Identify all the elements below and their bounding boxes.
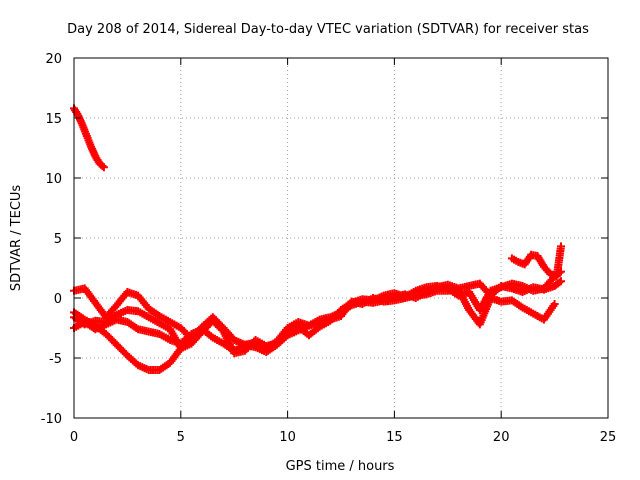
x-tick-label: 15 xyxy=(386,430,403,445)
axis-ticks: 0 5 10 15 20 25 -10 -5 0 5 10 15 20 xyxy=(41,52,617,445)
data-point-main-track-b xyxy=(550,300,559,308)
x-tick-label: 5 xyxy=(177,430,185,445)
y-tick-label: 0 xyxy=(54,292,62,307)
grid-lines xyxy=(74,58,608,418)
x-tick-label: 20 xyxy=(493,430,510,445)
y-tick-label: 20 xyxy=(45,52,62,67)
y-tick-label: 15 xyxy=(45,112,62,127)
data-point-main-track-a xyxy=(557,277,566,286)
x-axis-label: GPS time / hours xyxy=(286,459,395,474)
y-tick-label: 5 xyxy=(54,232,62,247)
chart-title: Day 208 of 2014, Sidereal Day-to-day VTE… xyxy=(67,22,589,37)
x-tick-label: 10 xyxy=(279,430,296,445)
data-point-early-high xyxy=(99,163,108,172)
y-tick-label: -10 xyxy=(41,412,62,427)
y-tick-label: 10 xyxy=(45,172,62,187)
trace-mark-early-high xyxy=(98,162,107,170)
y-tick-label: -5 xyxy=(49,352,62,367)
data-points xyxy=(70,104,566,374)
data-point-late-high xyxy=(557,242,566,251)
trace-mark-main-track-a xyxy=(555,278,564,287)
y-axis-label: SDTVAR / TECUs xyxy=(9,185,24,292)
x-tick-label: 0 xyxy=(70,430,78,445)
x-tick-label: 25 xyxy=(600,430,617,445)
